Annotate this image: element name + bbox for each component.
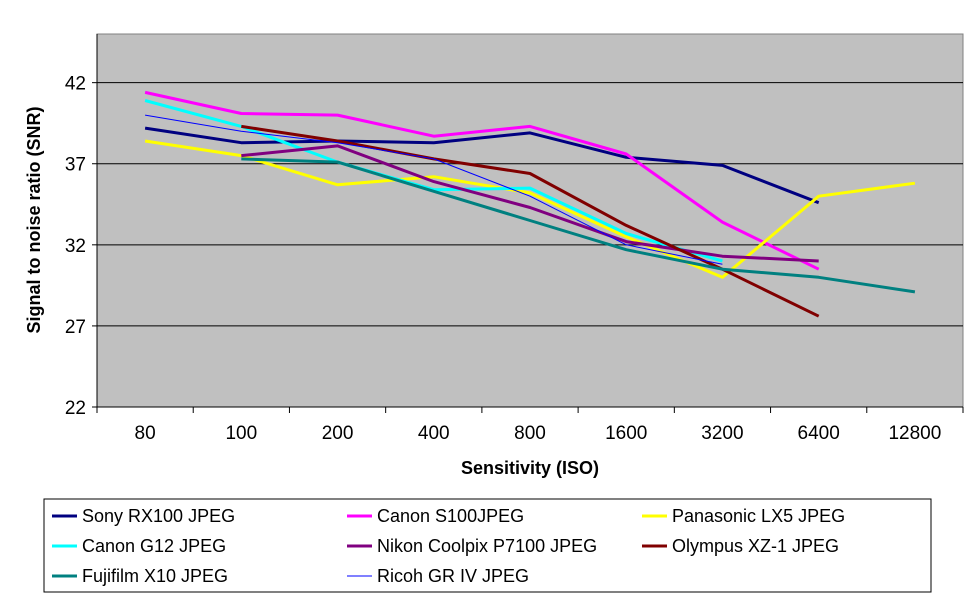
legend-item: Fujifilm X10 JPEG (52, 566, 228, 586)
series-line-8 (145, 114, 723, 265)
series-line-7 (241, 157, 916, 294)
x-tick-label: 200 (322, 423, 354, 444)
x-tick-label: 1600 (605, 423, 647, 444)
x-axis: 80 100 200 400 800 1600 3200 6400 12800 (96, 406, 964, 444)
legend-item: Panasonic LX5 JPEG (642, 506, 845, 526)
legend-item: Olympus XZ-1 JPEG (642, 536, 839, 556)
series-line-1 (144, 126, 820, 205)
y-tick-label: 22 (65, 398, 86, 419)
x-tick-label: 3200 (701, 423, 743, 444)
legend-item: Sony RX100 JPEG (52, 506, 235, 526)
legend-label: Olympus XZ-1 JPEG (672, 536, 839, 556)
legend-label: Canon S100JPEG (377, 506, 524, 526)
x-tick-label: 6400 (798, 423, 840, 444)
legend-label: Sony RX100 JPEG (82, 506, 235, 526)
grid-lines (97, 82, 963, 327)
x-tick-label: 80 (135, 423, 156, 444)
y-tick-label: 37 (65, 155, 86, 176)
legend-label: Ricoh GR IV JPEG (377, 566, 529, 586)
legend-box (43, 498, 932, 593)
legend-label: Canon G12 JPEG (82, 536, 226, 556)
y-tick-label: 42 (65, 74, 86, 95)
x-tick-label: 400 (418, 423, 450, 444)
legend-label: Fujifilm X10 JPEG (82, 566, 228, 586)
x-tick-label: 100 (225, 423, 257, 444)
y-axis: 22 27 32 37 42 (65, 34, 98, 419)
legend-label: Nikon Coolpix P7100 JPEG (377, 536, 597, 556)
series-line-3 (144, 139, 916, 279)
y-axis-title: Signal to noise ratio (SNR) (24, 106, 44, 333)
x-tick-label: 12800 (888, 423, 941, 444)
legend-label: Panasonic LX5 JPEG (672, 506, 845, 526)
x-axis-title: Sensitivity (ISO) (461, 458, 599, 478)
legend-item: Canon G12 JPEG (52, 536, 226, 556)
series-line-5 (241, 144, 819, 263)
legend: Sony RX100 JPEG Canon S100JPEG Panasonic L… (43, 498, 932, 593)
series-line-2 (144, 90, 820, 271)
legend-item: Canon S100JPEG (347, 506, 524, 526)
y-tick-label: 32 (65, 236, 86, 257)
y-tick-label: 27 (65, 317, 86, 338)
x-tick-label: 800 (514, 423, 546, 444)
legend-item: Nikon Coolpix P7100 JPEG (347, 536, 597, 556)
legend-item: Ricoh GR IV JPEG (347, 566, 529, 586)
series-lines (144, 90, 916, 318)
legend-items: Sony RX100 JPEG Canon S100JPEG Panasonic L… (52, 506, 845, 586)
